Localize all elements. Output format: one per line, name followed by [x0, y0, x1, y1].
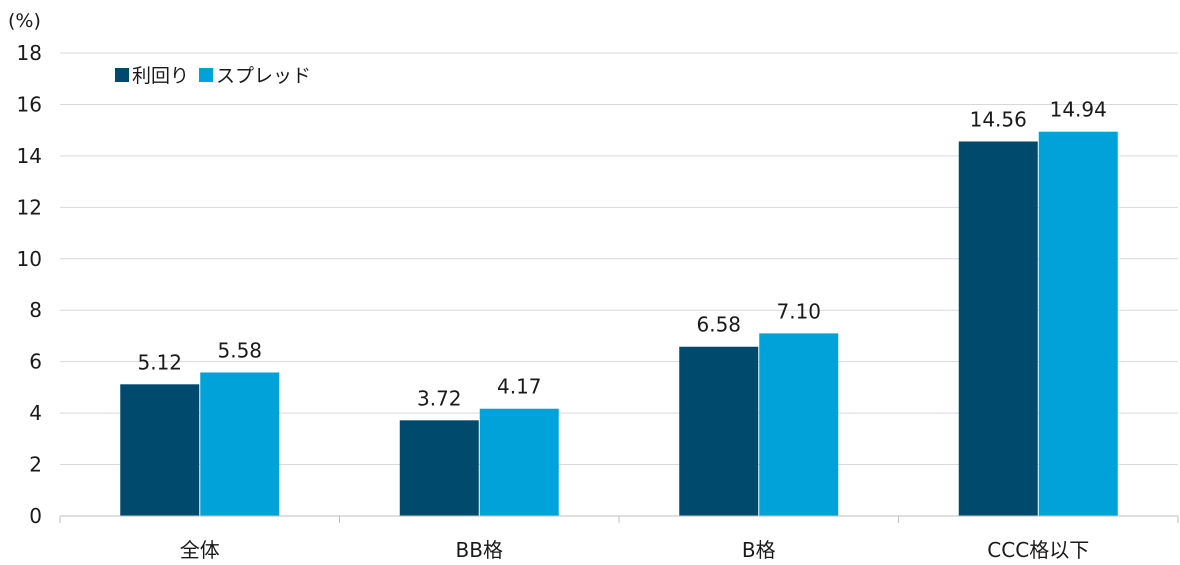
y-tick-label: 14: [17, 144, 42, 168]
bar: [759, 333, 839, 516]
y-tick-label: 8: [29, 298, 42, 322]
legend-swatch: [199, 68, 214, 82]
legend: 利回り スプレッド: [115, 65, 311, 87]
legend-label: 利回り: [132, 65, 189, 87]
data-label: 7.10: [776, 299, 821, 323]
data-label: 14.94: [1050, 98, 1107, 122]
x-axis: 全体 BB格 B格 CCC格以下: [59, 515, 1179, 562]
x-category-label: 全体: [180, 538, 220, 562]
bar: [679, 346, 759, 516]
bar: [1038, 131, 1118, 516]
x-category-label: B格: [742, 538, 776, 562]
bar: [958, 141, 1038, 517]
y-tick-label: 10: [17, 247, 42, 271]
y-axis-tick-labels: 0 2 4 6 8 10 12 14 16 18: [17, 41, 42, 528]
bar: [479, 408, 559, 516]
data-label: 4.17: [497, 375, 542, 399]
x-category-label: BB格: [456, 538, 503, 562]
bars: [120, 131, 1118, 517]
y-tick-label: 18: [17, 41, 42, 65]
data-label: 14.56: [970, 107, 1027, 131]
bar: [200, 372, 280, 516]
y-tick-label: 12: [17, 195, 42, 219]
data-label: 5.58: [217, 338, 262, 362]
bar: [120, 384, 200, 516]
data-label: 3.72: [417, 386, 462, 410]
y-tick-label: 16: [17, 92, 42, 116]
data-labels: 5.12 5.58 3.72 4.17 6.58 7.10 14.56 14.94: [137, 98, 1106, 411]
bar: [399, 420, 479, 516]
y-axis-unit-label: (%): [8, 10, 41, 32]
y-tick-label: 4: [29, 401, 42, 425]
y-tick-label: 2: [29, 453, 42, 477]
data-label: 5.12: [137, 350, 182, 374]
legend-label: スプレッド: [216, 65, 311, 87]
legend-swatch: [115, 68, 129, 82]
y-tick-label: 0: [29, 504, 42, 528]
data-label: 6.58: [696, 313, 741, 337]
y-tick-label: 6: [29, 350, 42, 374]
x-category-label: CCC格以下: [987, 538, 1089, 562]
